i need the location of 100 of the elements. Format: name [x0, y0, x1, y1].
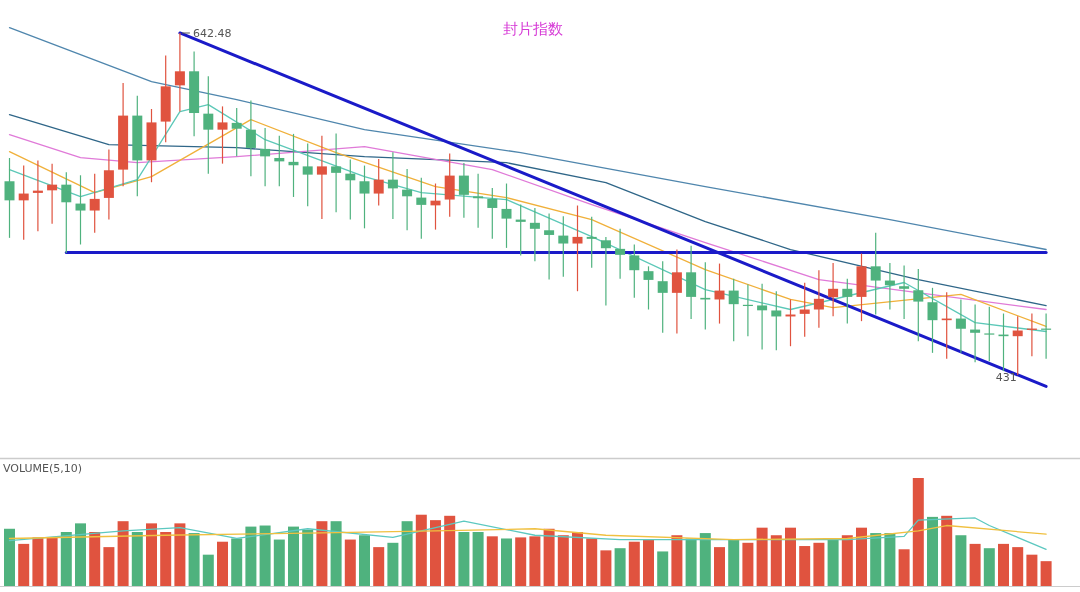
bar	[4, 528, 15, 586]
bar	[202, 554, 214, 586]
bar	[657, 551, 669, 586]
bar	[941, 515, 953, 586]
candlestick	[757, 283, 768, 351]
candlestick	[828, 262, 839, 317]
candlestick	[558, 215, 569, 278]
bar	[614, 548, 626, 586]
bar	[344, 539, 356, 586]
candlestick	[458, 162, 469, 219]
bar	[898, 549, 910, 586]
bar	[1026, 554, 1038, 586]
bar	[373, 547, 385, 586]
bar	[117, 521, 129, 586]
candlestick	[217, 105, 228, 165]
candlestick	[600, 236, 611, 307]
bar	[628, 541, 640, 586]
bar	[60, 532, 72, 586]
candlestick	[629, 243, 640, 299]
bar	[770, 535, 782, 586]
candlestick	[586, 216, 597, 269]
candlestick	[913, 268, 924, 342]
chart-title: 封片指数	[503, 20, 563, 38]
candlestick	[544, 213, 555, 281]
bar	[912, 478, 924, 586]
bar	[586, 538, 598, 586]
bar	[430, 520, 441, 586]
bar	[856, 527, 867, 586]
candlestick	[231, 107, 242, 157]
bar	[273, 539, 285, 586]
bar	[813, 542, 825, 586]
bar	[401, 521, 413, 586]
candlestick	[4, 157, 15, 239]
chart-title: VOLUME(5,10)	[3, 462, 83, 475]
candlestick	[387, 151, 398, 220]
bar	[32, 537, 44, 586]
bar	[728, 539, 740, 586]
bar	[799, 546, 811, 586]
bar	[231, 538, 243, 586]
candlestick	[572, 204, 583, 292]
bar	[46, 537, 58, 586]
bar	[217, 541, 228, 586]
bar	[685, 538, 697, 586]
bar	[998, 543, 1009, 586]
bar	[288, 526, 299, 586]
bar	[330, 521, 342, 586]
bar	[515, 537, 527, 586]
candlestick	[799, 282, 810, 338]
bar	[969, 543, 981, 586]
candlestick	[203, 75, 214, 175]
bar	[75, 523, 86, 586]
bar	[714, 547, 725, 586]
bar	[131, 532, 143, 586]
candlestick	[444, 153, 455, 218]
candlestick	[316, 135, 327, 220]
candlestick	[842, 278, 853, 325]
bar	[756, 527, 768, 586]
candlestick	[899, 264, 910, 320]
candlestick	[416, 177, 427, 240]
bar	[884, 533, 896, 586]
candlestick	[260, 127, 271, 187]
candlestick	[955, 298, 966, 354]
bar	[18, 543, 30, 586]
candlestick	[89, 173, 100, 234]
candlestick	[927, 287, 938, 354]
candlestick	[61, 171, 72, 254]
candlestick	[643, 265, 654, 311]
candlestick	[657, 260, 668, 334]
bar	[387, 542, 399, 586]
candlestick	[245, 99, 256, 177]
bar	[600, 550, 612, 586]
bar	[529, 536, 541, 586]
bar	[827, 539, 839, 586]
bar	[160, 532, 172, 586]
bar	[458, 532, 470, 586]
candlestick	[728, 278, 739, 342]
bar	[472, 532, 484, 586]
candlestick	[529, 207, 540, 262]
bar	[841, 535, 853, 586]
candlestick	[501, 182, 512, 249]
bar	[699, 533, 711, 586]
bar	[671, 535, 683, 586]
bar	[742, 542, 754, 586]
bar	[245, 526, 257, 586]
candlestick	[813, 269, 824, 329]
bar	[572, 532, 583, 586]
bar	[643, 539, 654, 586]
candlestick	[302, 142, 313, 207]
bar	[870, 533, 882, 586]
candlestick	[359, 164, 370, 229]
bar	[1012, 547, 1024, 586]
candlestick	[373, 158, 384, 207]
bar	[955, 535, 967, 586]
bar	[486, 536, 498, 586]
candlestick	[615, 228, 626, 280]
candlestick	[75, 174, 86, 246]
bar	[146, 523, 157, 586]
bar	[983, 548, 995, 586]
bar	[444, 515, 456, 586]
bar	[259, 525, 271, 586]
